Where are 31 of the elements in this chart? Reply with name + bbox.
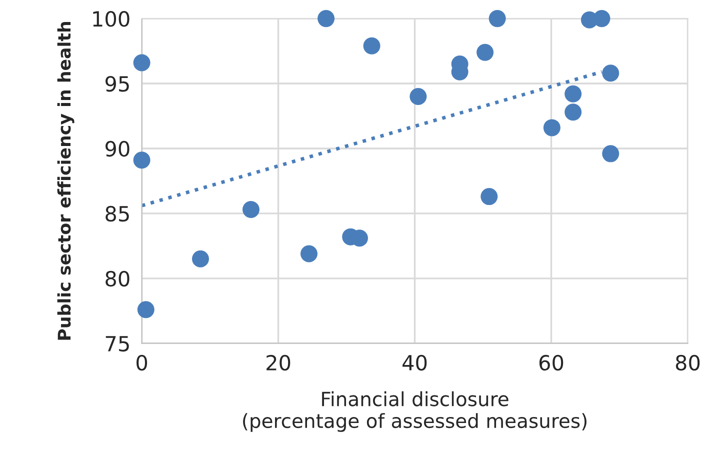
x-tick-label: 60 [539,354,564,371]
point [192,250,209,268]
point [480,188,498,206]
y-tick-label: 100 [93,11,130,27]
x-tick-label: 0 [136,354,148,371]
point [564,85,582,102]
point [564,104,582,121]
point [133,152,150,169]
y-tick-label: 75 [106,336,129,352]
y-tick-label: 95 [105,76,129,92]
point [488,10,506,28]
x-tick-label: 20 [266,354,290,371]
point [137,301,154,318]
x-axis-title: Financial disclosure (percentage of assessed measures) [243,391,586,432]
point [476,44,494,61]
point [602,145,620,162]
point [410,88,427,106]
y-tick-label: 80 [106,270,130,287]
x-tick-label: 80 [676,354,700,371]
point [133,54,150,72]
point [363,37,380,54]
point [318,10,335,28]
point [242,201,260,218]
point [602,64,620,82]
y-tick-label: 90 [105,140,130,157]
y-tick-label: 85 [106,206,129,222]
x-tick-label: 40 [402,354,427,371]
point [300,245,318,262]
point [593,10,610,28]
y-axis-title: Public sector efficiency in health [57,22,74,340]
point [543,119,560,136]
